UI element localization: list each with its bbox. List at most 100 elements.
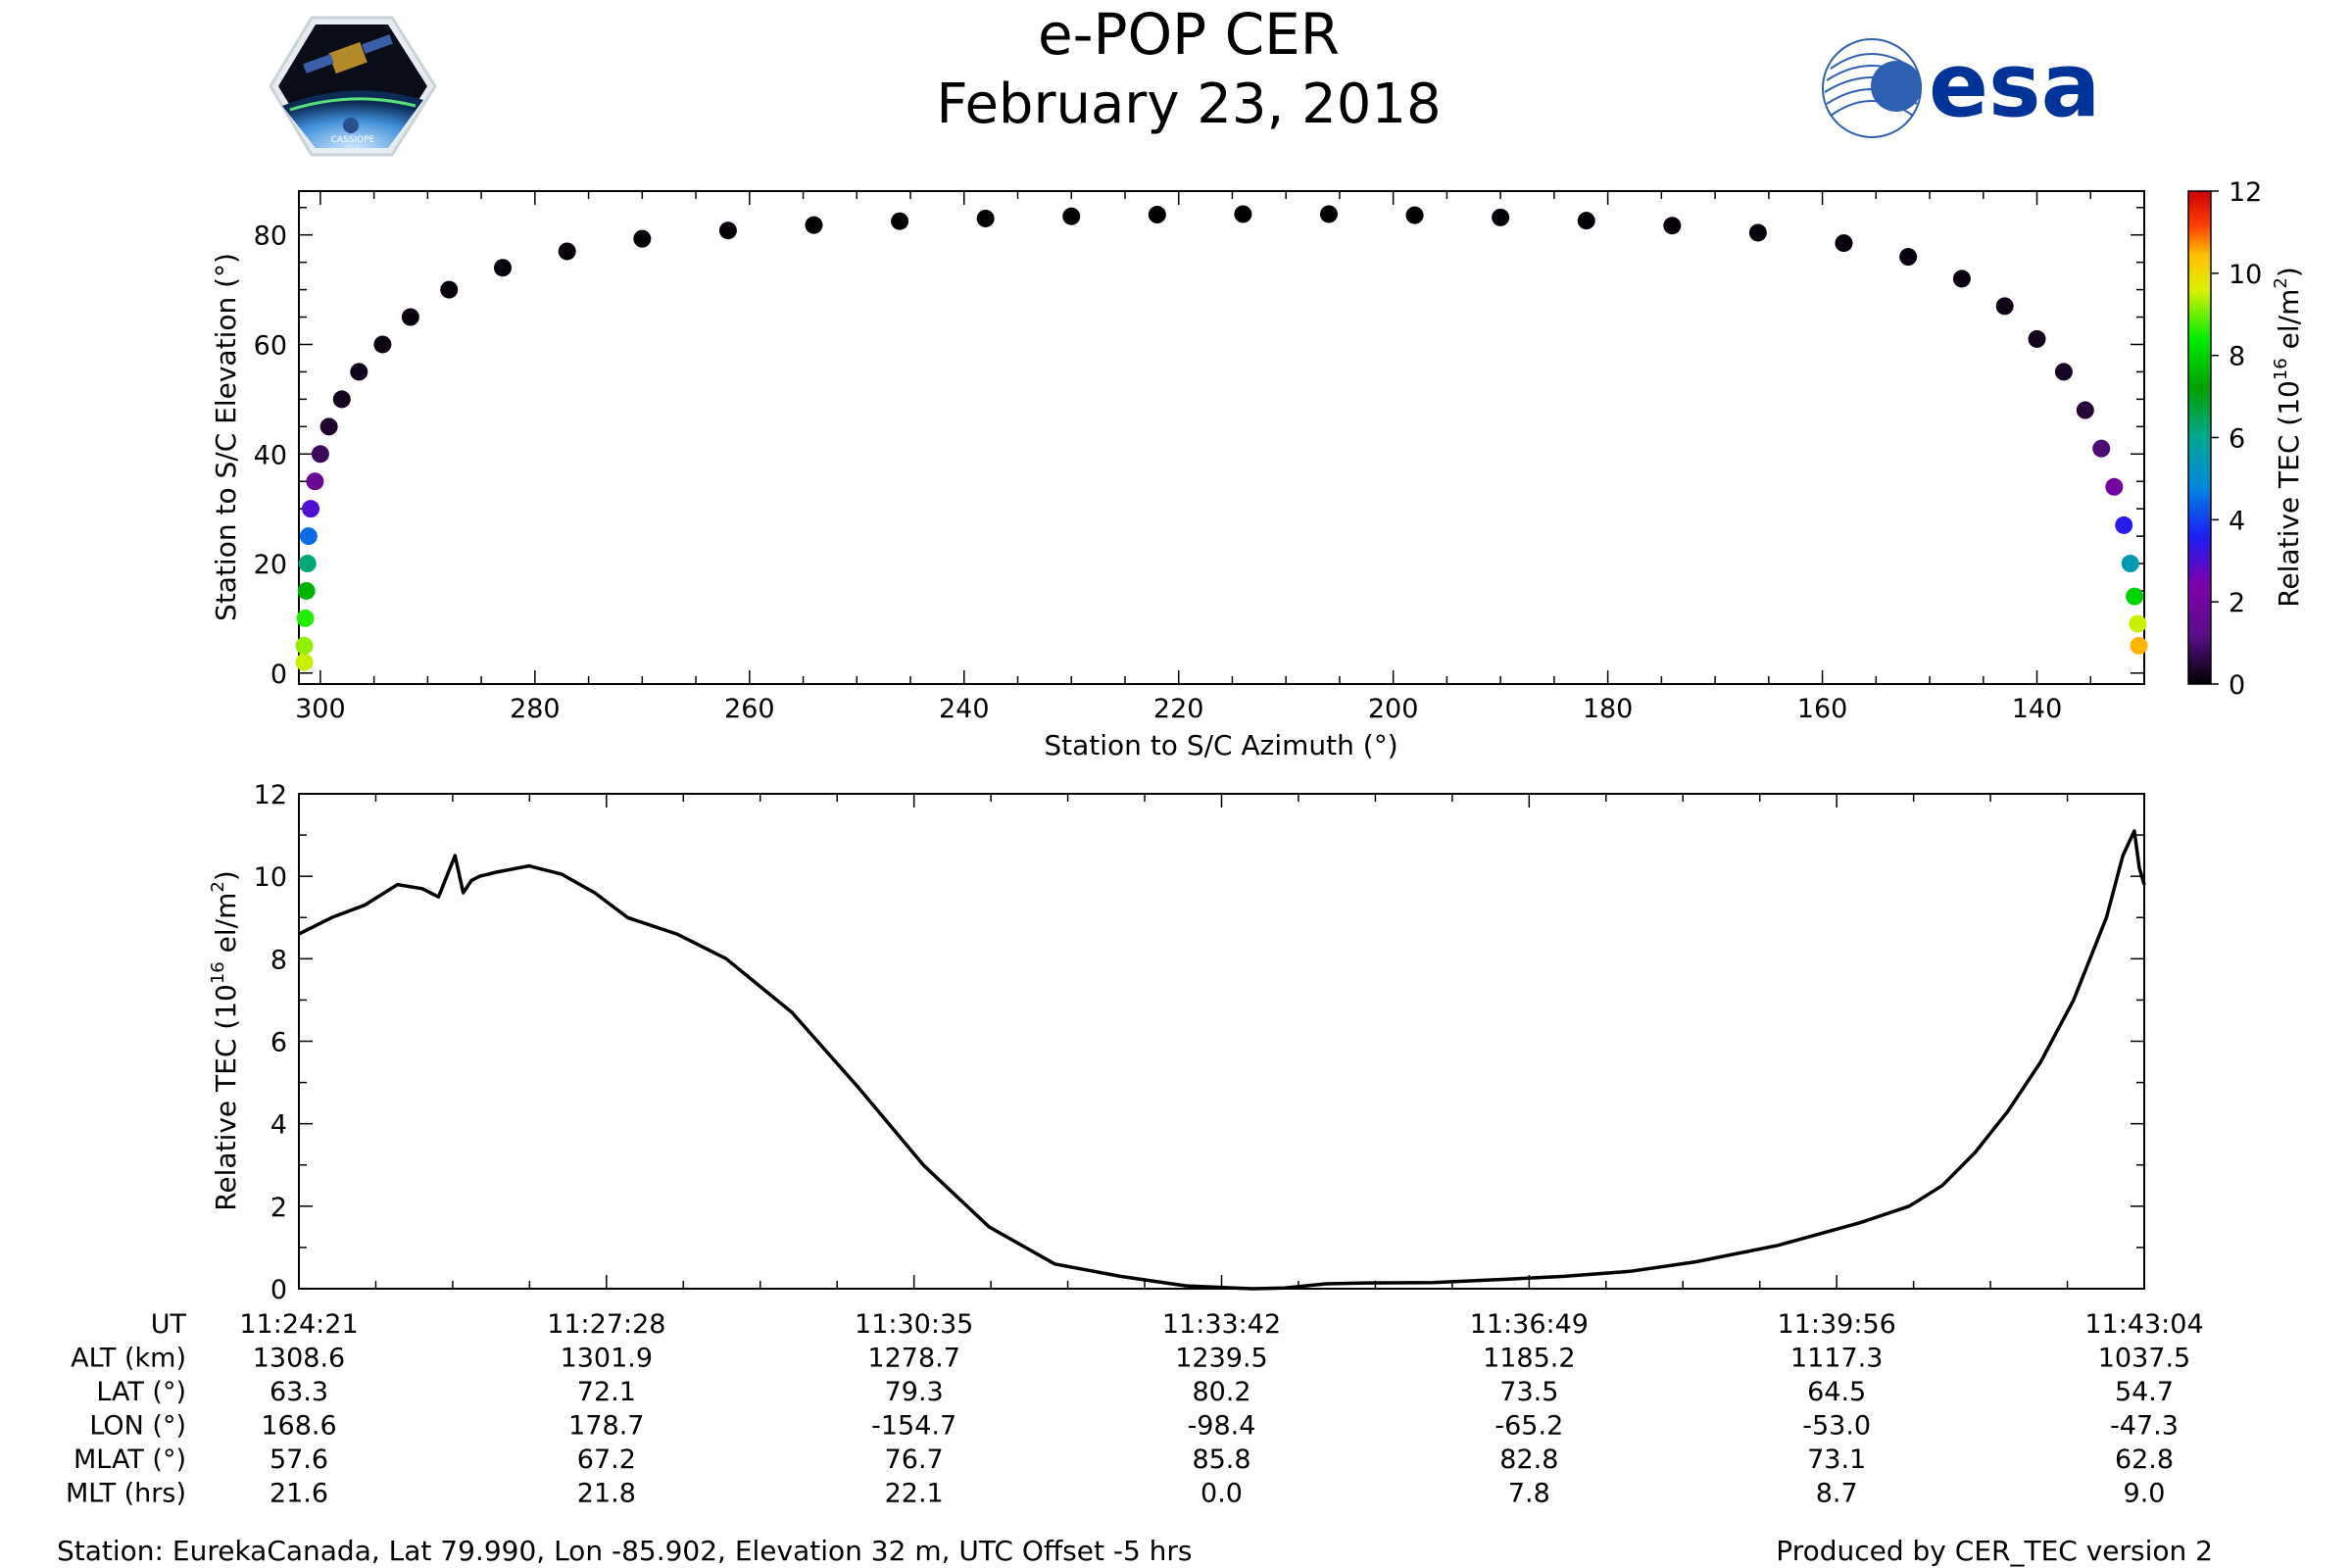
chart1-x-tick-label: 180: [1583, 694, 1634, 724]
table-row-label: MLT (hrs): [66, 1479, 186, 1509]
table-cell: 57.6: [270, 1445, 328, 1475]
scatter-point: [1148, 206, 1166, 224]
chart2-y-tick-label: 8: [270, 945, 287, 975]
chart2-x-ticks: [298, 794, 2145, 1289]
table-cell: 1308.6: [253, 1344, 345, 1374]
chart1-y-tick-label: 20: [254, 550, 287, 580]
table-cell: 178.7: [568, 1411, 644, 1442]
scatter-point: [805, 216, 823, 234]
scatter-point: [2054, 363, 2073, 381]
scatter-point: [1663, 217, 1682, 235]
scatter-point: [891, 212, 909, 230]
chart1-y-tick-label: 80: [254, 221, 287, 252]
scatter-point: [1405, 206, 1424, 224]
table-cell: 7.8: [1508, 1479, 1550, 1509]
station-info: Station: EurekaCanada, Lat 79.990, Lon -…: [57, 1535, 1193, 1567]
scatter-point: [1234, 205, 1252, 223]
chart2-y-tick-label: 0: [270, 1275, 287, 1305]
tec-series-line: [298, 829, 2146, 1291]
table-cell: 21.8: [577, 1479, 636, 1509]
table-cell: 1278.7: [867, 1344, 959, 1374]
chart1-x-tick-label: 300: [295, 694, 346, 724]
chart2-y-tick-label: 4: [270, 1110, 287, 1141]
colorbar-ticks: 0 2 4 6 8 10 12: [2211, 177, 2262, 701]
chart1-x-tick-label: 220: [1153, 694, 1204, 724]
table-cell: 82.8: [1499, 1445, 1558, 1475]
colorbar-tick-label: 4: [2229, 506, 2245, 536]
scatter-point: [401, 308, 419, 326]
table-cell: 54.7: [2115, 1377, 2174, 1407]
table-cell: 11:27:28: [547, 1309, 665, 1340]
scatter-point: [718, 221, 737, 240]
scatter-point: [1748, 223, 1767, 242]
scatter-point: [494, 259, 513, 277]
table-cell: 80.2: [1192, 1377, 1250, 1407]
table-cell: 22.1: [885, 1479, 944, 1509]
chart1-y-tick-label: 0: [270, 660, 287, 690]
tec-time-chart: 0 2 4 6 8 10 12 Relative TEC (1016 el/m2): [208, 780, 2146, 1305]
scatter-point: [2129, 614, 2147, 633]
chart1-x-tick-label: 240: [939, 694, 990, 724]
scatter-point: [2126, 587, 2144, 606]
chart1-x-tick-label: 160: [1797, 694, 1848, 724]
chart1-x-tick-label: 260: [724, 694, 775, 724]
colorbar-tick-label: 10: [2229, 260, 2262, 290]
chart1-points: [295, 205, 2148, 671]
table-cell: 11:43:04: [2084, 1309, 2203, 1340]
chart2-ylabel: Relative TEC (1016 el/m2): [208, 870, 242, 1211]
chart2-frame: [298, 793, 2145, 1290]
scatter-point: [319, 417, 338, 436]
chart1-x-tick-label: 280: [510, 694, 561, 724]
table-cell: -65.2: [1494, 1411, 1563, 1442]
scatter-point: [2130, 636, 2148, 655]
chart1-x-ticks: 300 280 260 240 220 200 180 160 140: [295, 191, 2145, 724]
scatter-point: [558, 242, 576, 261]
cassiope-logo: CASSIOPE: [269, 16, 437, 157]
chart1-x-tick-label: 200: [1368, 694, 1419, 724]
table-row-label: MLAT (°): [74, 1445, 186, 1475]
chart1-y-ticks: 0 20 40 60 80: [254, 207, 2144, 690]
scatter-point: [332, 390, 351, 409]
table-cell: 11:30:35: [855, 1309, 973, 1340]
table-row-label: ALT (km): [71, 1344, 186, 1374]
colorbar-tick-label: 6: [2229, 424, 2245, 455]
table-cell: -47.3: [2110, 1411, 2179, 1442]
scatter-point: [1995, 297, 2014, 316]
chart2-y-tick-label: 6: [270, 1028, 287, 1058]
scatter-point: [295, 653, 314, 671]
table-cell: 72.1: [577, 1377, 636, 1407]
chart1-ylabel: Station to S/C Elevation (°): [210, 253, 242, 621]
chart1-y-tick-label: 40: [254, 440, 287, 470]
scatter-point: [2121, 555, 2139, 573]
table-cell: 1301.9: [561, 1344, 653, 1374]
chart1-x-tick-label: 140: [2012, 694, 2063, 724]
table-cell: 62.8: [2115, 1445, 2174, 1475]
table-cell: 63.3: [270, 1377, 328, 1407]
table-row-label: LON (°): [89, 1411, 186, 1442]
colorbar-tick-label: 12: [2229, 177, 2262, 208]
table-cell: 9.0: [2124, 1479, 2166, 1509]
scatter-point: [976, 209, 995, 227]
esa-logo: esa: [1822, 34, 2100, 138]
scatter-point: [2092, 439, 2111, 458]
table-cell: 79.3: [885, 1377, 944, 1407]
colorbar: [2187, 190, 2212, 685]
table-cell: 21.6: [270, 1479, 328, 1509]
table-cell: 64.5: [1807, 1377, 1866, 1407]
figure-date: February 23, 2018: [936, 73, 1441, 136]
ephemeris-table: UT ALT (km)LAT (°) LON (°)MLAT (°) MLT (hrs…: [66, 1309, 2204, 1509]
table-cell: 11:36:49: [1470, 1309, 1589, 1340]
scatter-point: [297, 581, 316, 600]
table-cell: 1117.3: [1790, 1344, 1883, 1374]
chart1-xlabel: Station to S/C Azimuth (°): [1044, 729, 1397, 761]
scatter-point: [296, 609, 315, 627]
colorbar-label: Relative TEC (1016 el/m2): [2271, 267, 2305, 608]
scatter-point: [2076, 401, 2094, 419]
table-cell: 73.1: [1807, 1445, 1866, 1475]
chart1-frame: [298, 190, 2145, 685]
table-cell: 0.0: [1200, 1479, 1243, 1509]
scatter-point: [299, 527, 318, 546]
scatter-point: [2105, 477, 2124, 496]
scatter-point: [2028, 329, 2046, 348]
